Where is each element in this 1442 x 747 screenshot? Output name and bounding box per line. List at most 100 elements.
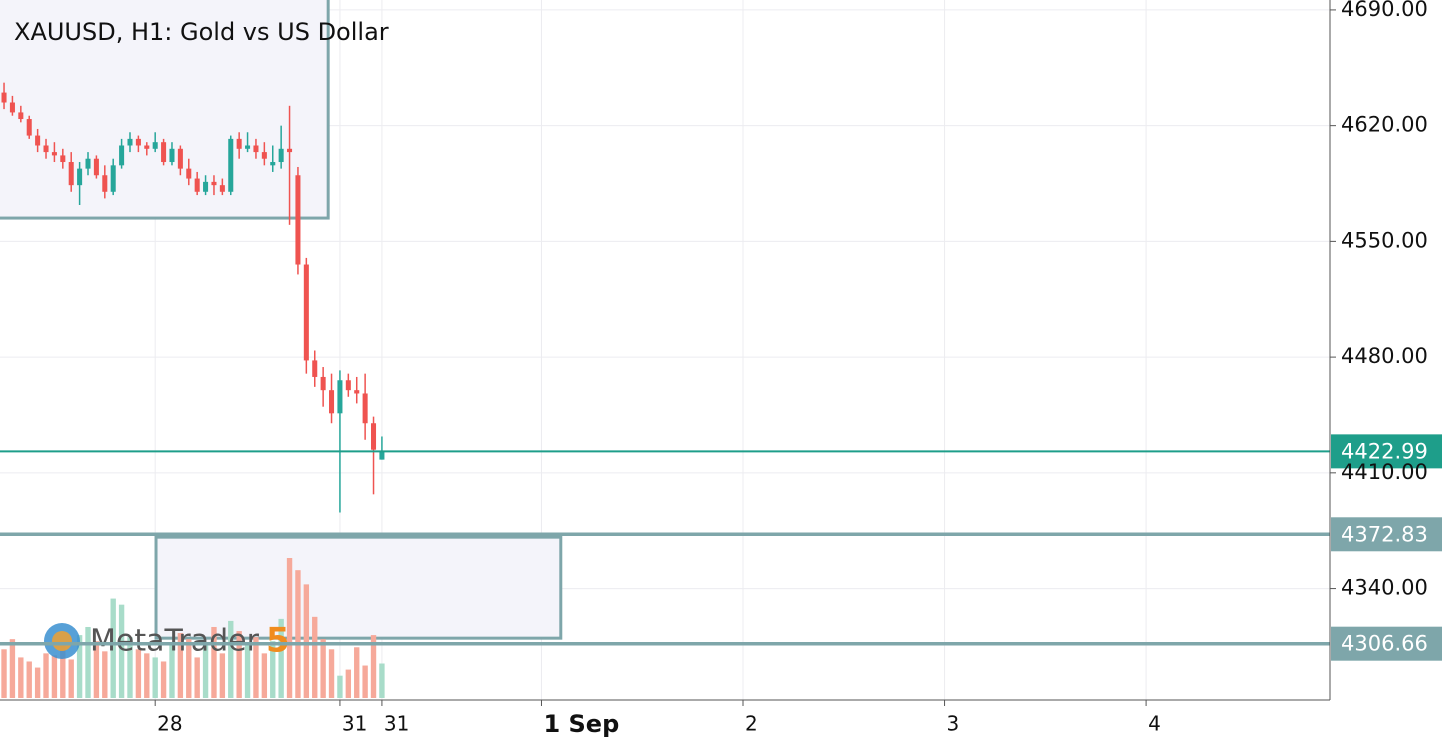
price-label-box <box>1331 626 1442 661</box>
candle-body <box>354 390 360 394</box>
volume-bar <box>295 570 301 698</box>
volume-bar <box>228 620 234 698</box>
volume-bar <box>60 645 66 698</box>
candle-body <box>219 185 225 192</box>
volume-bar <box>43 653 49 698</box>
candle-body <box>26 119 32 136</box>
volume-bar <box>18 657 24 698</box>
volume-bar <box>312 616 318 698</box>
volume-bar <box>236 631 242 698</box>
candle-body <box>18 112 24 120</box>
candles <box>1 82 385 513</box>
candle-body <box>68 162 74 186</box>
volume-bar <box>362 665 368 698</box>
candle-body <box>194 178 200 192</box>
volume-bar <box>186 639 192 698</box>
candle-body <box>85 158 91 169</box>
volume-bar <box>177 633 184 698</box>
candle-body <box>9 102 15 113</box>
price-lines: 4422.99 4372.83 4306.66 <box>0 434 1442 661</box>
candle-body <box>1 92 7 103</box>
y-tick-label: 4340.00 <box>1341 576 1428 600</box>
candle-body <box>110 165 116 192</box>
volume-bar <box>160 661 167 698</box>
volume-bar <box>328 649 335 698</box>
volume-bar <box>211 626 217 698</box>
candle-body <box>379 451 385 460</box>
candle-body <box>152 142 158 149</box>
price-label: 4306.66 <box>1341 632 1428 656</box>
volume-bar <box>345 669 352 698</box>
x-tick-label: 31 <box>384 712 409 736</box>
candle-body <box>287 148 293 153</box>
volume-bar <box>51 655 58 698</box>
candle-body <box>253 145 259 153</box>
candle-body <box>186 168 192 179</box>
volume-bar <box>118 604 125 698</box>
chart-title: XAUUSD, H1: Gold vs US Dollar <box>14 18 389 46</box>
candle-body <box>35 135 41 146</box>
candle-body <box>337 380 343 414</box>
x-tick-label: 28 <box>157 712 182 736</box>
candle-body <box>177 148 183 169</box>
volume-bar <box>93 641 100 698</box>
volume-bar <box>144 653 150 698</box>
candle-body <box>245 145 251 149</box>
candle-body <box>261 152 267 159</box>
volume-bar <box>9 639 16 698</box>
y-tick-label: 4550.00 <box>1341 228 1428 252</box>
y-tick-label: 4620.00 <box>1341 113 1428 137</box>
y-tick-label: 4480.00 <box>1341 344 1428 368</box>
logo: MetaTrader 5 <box>44 621 290 661</box>
volume-bar <box>337 675 343 698</box>
volume-bar <box>26 661 32 698</box>
candle-body <box>270 162 276 166</box>
volume-bar <box>261 653 268 698</box>
volume-bar <box>85 626 91 698</box>
x-tick-label: 4 <box>1148 712 1161 736</box>
zones <box>0 0 563 640</box>
zone <box>154 535 563 640</box>
candle-body <box>278 148 284 163</box>
candle-body <box>303 264 309 361</box>
candle-body <box>320 376 326 391</box>
candle-body <box>43 145 49 153</box>
x-tick-label: 1 Sep <box>543 710 619 738</box>
volume-bar <box>194 657 200 698</box>
x-tick-label: 3 <box>947 712 960 736</box>
logo-icon-core <box>52 631 72 651</box>
volume-bar <box>286 558 293 698</box>
candle-body <box>345 380 351 391</box>
volume-bar <box>68 659 74 698</box>
price-label: 4372.83 <box>1341 522 1428 546</box>
logo-number: 5 <box>266 621 290 661</box>
volume-bar <box>379 663 385 698</box>
candle-body <box>102 175 108 192</box>
volume-bar <box>303 584 310 698</box>
volume-bar <box>370 635 377 698</box>
volume-bar <box>102 651 108 698</box>
candle-body <box>211 181 217 186</box>
candle-body <box>203 181 209 192</box>
price-label-box <box>1331 434 1442 469</box>
candle-body <box>119 145 125 166</box>
candle-body <box>295 175 301 265</box>
candle-body <box>362 393 368 424</box>
volume-bar <box>76 635 83 698</box>
volume-bar <box>354 647 360 698</box>
zone <box>0 0 330 220</box>
candle-body <box>127 138 133 146</box>
candle-body <box>169 148 175 163</box>
volume-bar <box>320 639 326 698</box>
volume-bar <box>278 618 284 698</box>
y-tick-label: 4410.00 <box>1341 460 1428 484</box>
volume-bar <box>169 645 175 698</box>
volume-bar <box>127 637 133 698</box>
price-label-box <box>1331 517 1442 552</box>
volume-bar <box>253 637 259 698</box>
price-label: 4422.99 <box>1341 439 1428 463</box>
volume-bar <box>244 645 251 698</box>
x-tick-label: 31 <box>342 712 367 736</box>
